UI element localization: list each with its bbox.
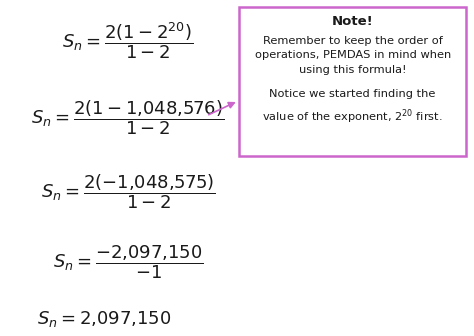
Text: $S_n = 2{,}097{,}150$: $S_n = 2{,}097{,}150$ <box>37 309 172 329</box>
Text: Remember to keep the order of
operations, PEMDAS in mind when
using this formula: Remember to keep the order of operations… <box>255 36 451 75</box>
Text: $S_n = \dfrac{2(-1{,}048{,}575)}{1 - 2}$: $S_n = \dfrac{2(-1{,}048{,}575)}{1 - 2}$ <box>40 172 216 211</box>
Text: $S_n = \dfrac{2(1 - 1{,}048{,}576)}{1 - 2}$: $S_n = \dfrac{2(1 - 1{,}048{,}576)}{1 - … <box>31 98 225 137</box>
Text: Note!: Note! <box>332 15 374 28</box>
Text: $S_n = \dfrac{-2{,}097{,}150}{-1}$: $S_n = \dfrac{-2{,}097{,}150}{-1}$ <box>53 243 203 281</box>
Text: Notice we started finding the
value of the exponent, $2^{20}$ first.: Notice we started finding the value of t… <box>263 89 443 126</box>
Text: $S_n = \dfrac{2(1 - 2^{20})}{1 - 2}$: $S_n = \dfrac{2(1 - 2^{20})}{1 - 2}$ <box>63 20 193 61</box>
